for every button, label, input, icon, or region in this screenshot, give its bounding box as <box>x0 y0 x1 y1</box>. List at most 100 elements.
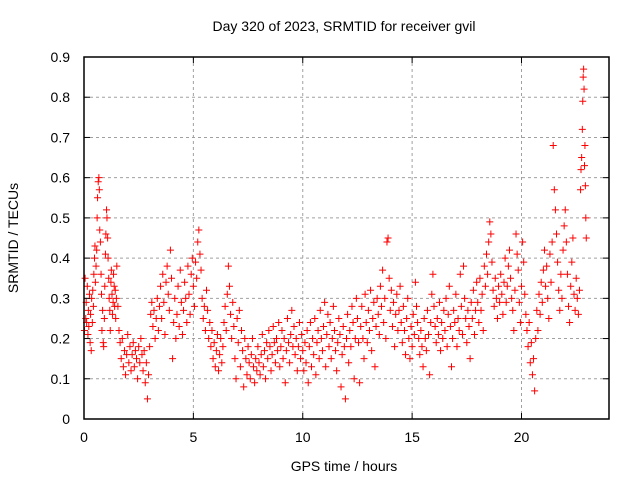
data-point <box>475 318 483 326</box>
data-point <box>140 347 148 355</box>
data-point <box>223 290 231 298</box>
data-point <box>172 335 180 343</box>
data-point <box>455 327 463 335</box>
data-point <box>357 322 365 330</box>
data-point <box>227 310 235 318</box>
y-tick-label: 0 <box>62 411 70 427</box>
data-point <box>370 298 378 306</box>
data-point <box>164 290 172 298</box>
data-point <box>275 318 283 326</box>
data-point <box>87 310 95 318</box>
data-point <box>104 234 112 242</box>
data-point <box>560 222 568 230</box>
data-point <box>581 141 589 149</box>
data-point <box>221 302 229 310</box>
data-point <box>405 335 413 343</box>
data-point <box>581 182 589 190</box>
data-point <box>445 282 453 290</box>
data-point <box>581 162 588 170</box>
data-point <box>262 375 270 383</box>
data-point <box>400 327 408 335</box>
data-point <box>110 270 118 278</box>
data-point <box>283 314 291 322</box>
data-point <box>408 343 416 351</box>
data-point <box>120 347 128 355</box>
data-point <box>181 278 189 286</box>
data-point <box>89 302 97 310</box>
data-point <box>234 339 242 347</box>
data-point <box>135 343 143 351</box>
data-point <box>286 359 294 367</box>
data-point <box>498 290 506 298</box>
data-point <box>196 250 204 258</box>
data-point <box>539 266 547 274</box>
data-point <box>306 318 314 326</box>
data-point <box>190 302 198 310</box>
data-point <box>522 310 530 318</box>
data-point <box>503 282 511 290</box>
data-point <box>484 270 492 278</box>
data-point <box>556 306 564 314</box>
data-point <box>513 250 521 258</box>
data-point <box>582 214 590 222</box>
data-point <box>101 282 109 290</box>
data-point <box>211 363 219 371</box>
data-point <box>461 294 469 302</box>
data-point <box>491 274 499 282</box>
data-point <box>414 318 422 326</box>
data-point <box>302 359 310 367</box>
data-point <box>448 363 455 371</box>
data-point <box>304 379 312 387</box>
data-point <box>554 258 562 266</box>
data-point <box>543 262 551 270</box>
data-point <box>116 339 124 347</box>
data-point <box>428 290 436 298</box>
data-point <box>131 347 139 355</box>
data-point <box>535 290 543 298</box>
data-point <box>349 318 357 326</box>
data-point <box>329 302 337 310</box>
data-point <box>439 335 447 343</box>
data-point <box>162 278 170 286</box>
data-point <box>301 339 309 347</box>
data-point <box>189 282 197 290</box>
data-point <box>485 238 493 246</box>
data-point <box>259 363 267 371</box>
data-point <box>133 355 140 363</box>
data-point <box>547 278 555 286</box>
data-point <box>185 290 193 298</box>
data-point <box>582 234 590 242</box>
chart-title: Day 320 of 2023, SRMTID for receiver gvi… <box>213 18 476 34</box>
data-point <box>264 355 272 363</box>
data-point <box>341 395 349 403</box>
data-point <box>336 331 344 339</box>
data-point <box>91 254 98 262</box>
data-point <box>242 355 250 363</box>
data-point <box>561 206 569 214</box>
data-point <box>194 238 202 246</box>
data-point <box>478 290 486 298</box>
data-point <box>277 343 285 351</box>
data-point <box>318 347 326 355</box>
data-point <box>398 339 406 347</box>
data-point <box>322 363 330 371</box>
data-point <box>544 294 552 302</box>
data-point <box>386 306 394 314</box>
data-point <box>499 310 507 318</box>
data-point <box>358 302 366 310</box>
data-point <box>434 331 442 339</box>
data-point <box>293 367 301 375</box>
data-point <box>271 359 279 367</box>
data-point <box>253 367 261 375</box>
data-point <box>314 327 322 335</box>
data-point <box>460 262 468 270</box>
data-point <box>107 278 115 286</box>
data-point <box>577 166 585 174</box>
data-point <box>241 335 249 343</box>
data-point <box>238 327 245 335</box>
data-point <box>192 258 200 266</box>
data-point <box>404 294 412 302</box>
data-point <box>269 322 277 330</box>
data-point <box>379 266 387 274</box>
data-point <box>256 371 264 379</box>
